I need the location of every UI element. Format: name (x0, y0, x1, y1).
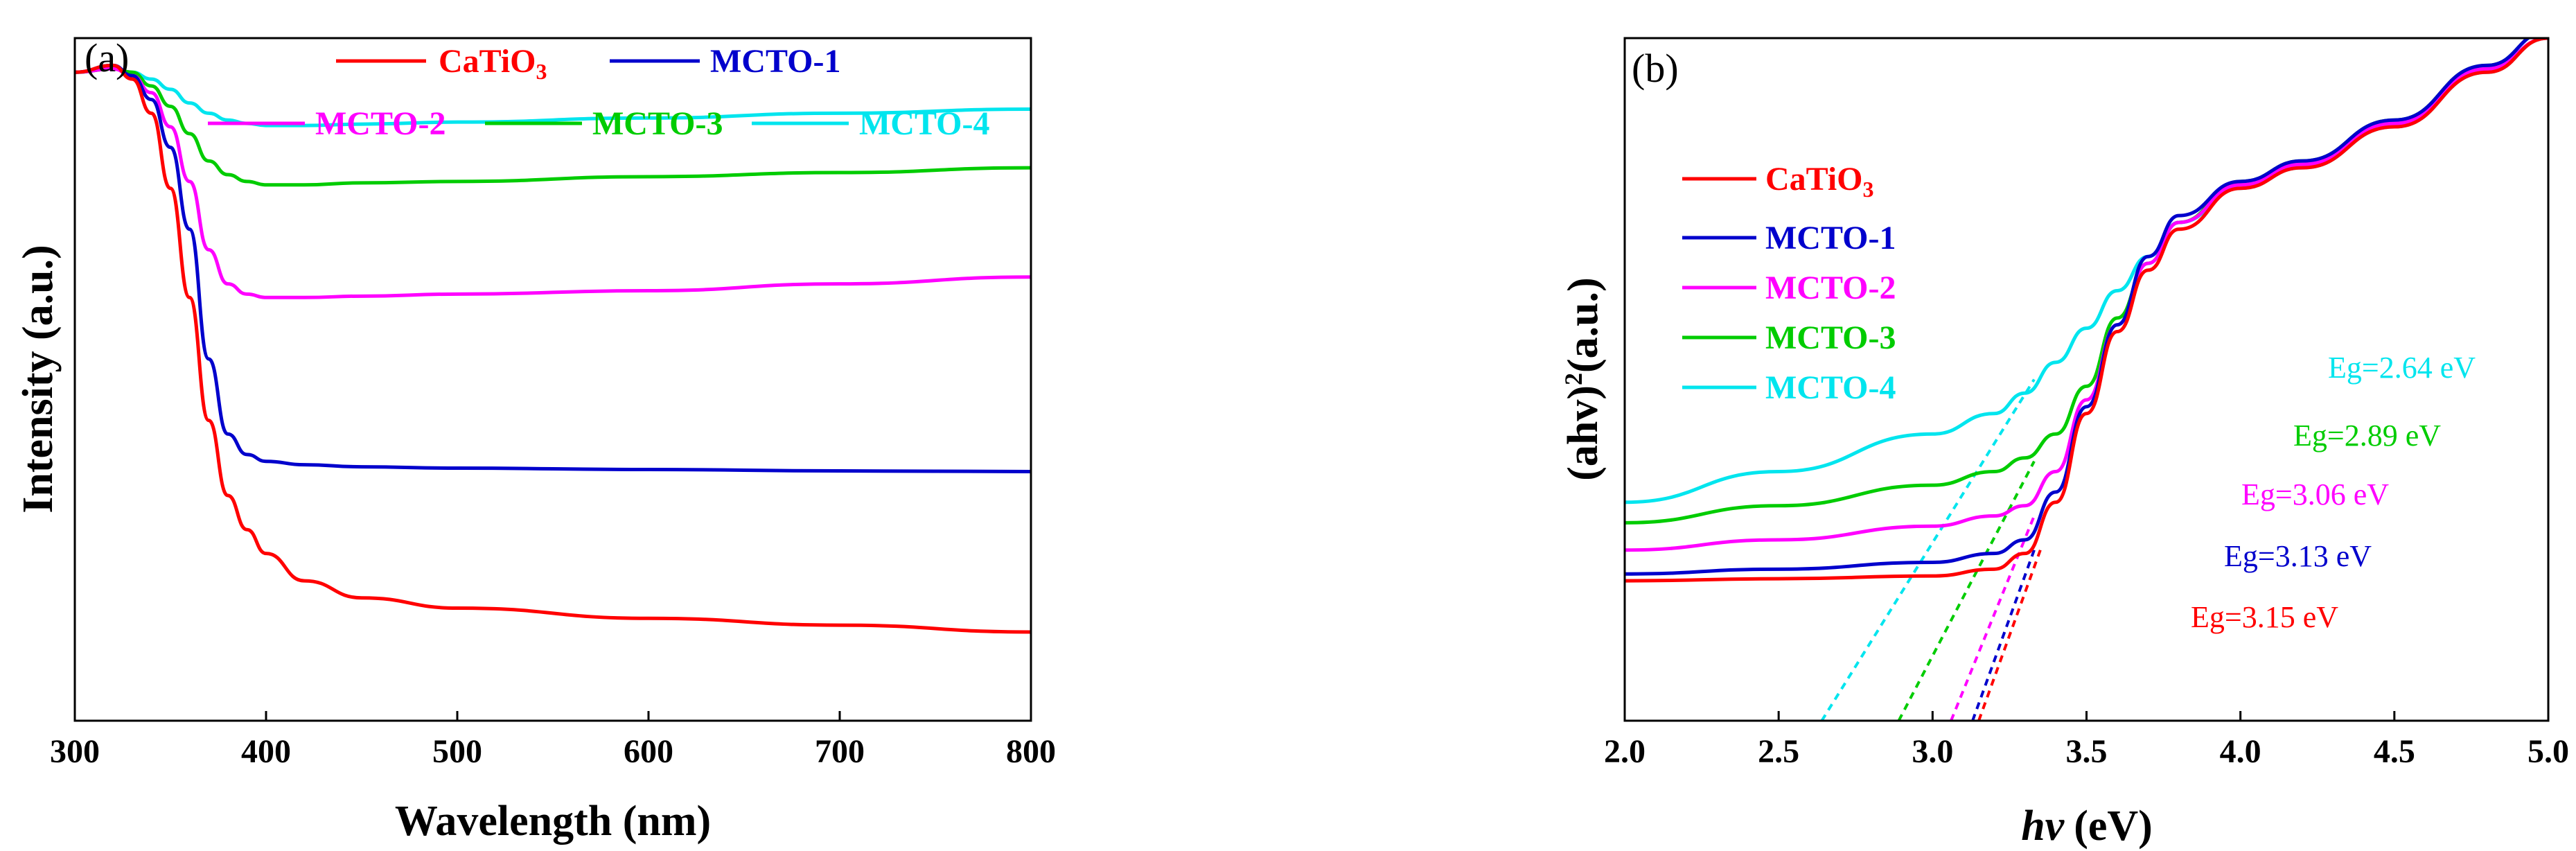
panel-a: 300 400 500 600 700 800 (a) Wavelength (nm) I… (15, 35, 1056, 845)
x-tick-label: 600 (624, 733, 673, 770)
bandgap-label-mcto-1: Eg=3.13 eV (2224, 539, 2372, 573)
x-tick-label: 3.5 (2066, 733, 2108, 770)
legend-label-mcto-2: MCTO-2 (315, 105, 445, 142)
series-line-mcto-3 (75, 67, 1031, 187)
panel-a-x-ticks: 300 400 500 600 700 800 (50, 711, 1056, 770)
x-tick-label: 4.5 (2374, 733, 2415, 770)
panel-b-tangent-lines (1820, 378, 2042, 721)
legend-label-mcto-4: MCTO-4 (1765, 369, 1896, 406)
legend-label-mcto-2: MCTO-2 (1765, 270, 1896, 306)
series-line-mcto-4 (75, 67, 1031, 128)
bandgap-label-mcto-4: Eg=2.64 eV (2328, 351, 2476, 385)
panel-a-label: (a) (85, 35, 129, 80)
x-tick-label: 5.0 (2528, 733, 2569, 770)
x-tick-label: 400 (241, 733, 291, 770)
series-line-mcto-2 (75, 67, 1031, 299)
x-tick-label: 500 (432, 733, 482, 770)
legend-label-mcto-3: MCTO-3 (592, 105, 723, 142)
panel-a-y-axis-title: Intensity (a.u.) (15, 245, 62, 514)
legend-label-mcto-1: MCTO-1 (1765, 220, 1896, 256)
legend-label-mcto-1: MCTO-1 (710, 43, 840, 80)
tangent-line-catio3 (1977, 550, 2042, 721)
x-tick-label: 2.5 (1758, 733, 1799, 770)
x-tick-label: 300 (50, 733, 100, 770)
panel-b-legend: CaTiO3 MCTO-1 MCTO-2 MCTO-3 MCTO-4 (1682, 161, 1896, 406)
x-tick-label: 4.0 (2220, 733, 2261, 770)
legend-label-catio3: CaTiO3 (1765, 161, 1873, 202)
panel-b-x-axis-title: hv (eV) (2021, 802, 2153, 850)
series-line-mcto-1 (75, 63, 1031, 473)
panel-a-frame (73, 37, 1032, 722)
panel-b-series (1625, 38, 2548, 583)
tangent-line-mcto-1 (1971, 550, 2036, 721)
series-line-catio3 (1625, 38, 2548, 583)
series-line-mcto-1 (1625, 38, 2531, 576)
bandgap-label-mcto-2: Eg=3.06 eV (2241, 477, 2389, 511)
x-tick-label: 800 (1006, 733, 1056, 770)
x-tick-label: 700 (815, 733, 865, 770)
legend-label-catio3: CaTiO3 (439, 43, 547, 84)
panel-a-legend: CaTiO3 MCTO-1 MCTO-2 MCTO-3 MCTO-4 (208, 43, 989, 142)
panel-b-bandgap-annotations: Eg=2.64 eV Eg=2.89 eV Eg=3.06 eV Eg=3.13… (2191, 351, 2476, 634)
tangent-line-mcto-3 (1897, 460, 2036, 721)
panel-b-label: (b) (1632, 46, 1679, 91)
x-tick-label: 3.0 (1912, 733, 1953, 770)
bandgap-label-catio3: Eg=3.15 eV (2191, 600, 2338, 634)
panel-b-x-ticks: 2.0 2.5 3.0 3.5 4.0 4.5 5.0 (1604, 711, 2569, 770)
series-line-catio3 (75, 63, 1031, 634)
bandgap-label-mcto-3: Eg=2.89 eV (2293, 419, 2441, 453)
panel-a-series (75, 63, 1031, 634)
legend-label-mcto-3: MCTO-3 (1765, 319, 1896, 356)
panel-b: 2.0 2.5 3.0 3.5 4.0 4.5 5.0 (b) hv (eV) (ahv)2(… (1560, 37, 2569, 850)
tangent-line-mcto-4 (1820, 378, 2036, 721)
legend-label-mcto-4: MCTO-4 (859, 105, 989, 142)
panel-a-x-axis-title: Wavelength (nm) (395, 798, 711, 845)
x-tick-label: 2.0 (1604, 733, 1646, 770)
panel-b-y-axis-title: (ahv)2(a.u.) (1560, 277, 1607, 481)
